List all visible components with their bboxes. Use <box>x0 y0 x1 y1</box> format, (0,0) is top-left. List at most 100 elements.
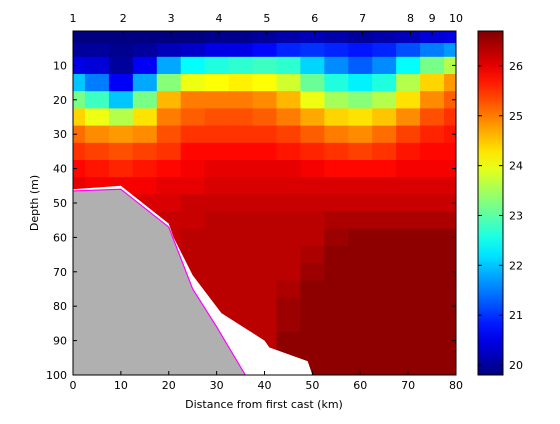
field-cell <box>396 31 421 44</box>
field-cell <box>84 108 110 127</box>
field-cell <box>132 142 158 161</box>
field-cell <box>276 246 302 264</box>
field-cell <box>420 142 445 161</box>
field-cell <box>420 194 445 213</box>
field-cell <box>396 108 421 127</box>
seafloor-fill <box>73 189 246 375</box>
field-cell <box>228 194 254 213</box>
field-cell <box>156 108 182 127</box>
x-axis: 0 10 20 30 40 50 60 70 80 <box>70 371 463 392</box>
field-cell <box>252 160 278 178</box>
field-cell <box>73 108 86 127</box>
field-cell <box>324 246 349 264</box>
field-cell <box>156 43 182 58</box>
field-cell <box>396 228 421 247</box>
field-cell <box>420 108 445 127</box>
field-cell <box>180 211 206 230</box>
field-cell <box>73 74 86 92</box>
field-cell <box>396 297 421 316</box>
field-cell <box>348 314 373 333</box>
field-cell <box>444 314 456 333</box>
field-cell <box>348 280 373 299</box>
field-cell <box>84 56 110 75</box>
field-cell <box>156 31 182 44</box>
field-cell <box>348 43 373 58</box>
field-cell <box>444 91 456 109</box>
field-cell <box>276 194 302 213</box>
field-cell <box>300 108 325 127</box>
field-cell <box>204 280 230 299</box>
field-cell <box>300 31 325 44</box>
field-cell <box>252 56 278 75</box>
field-cell <box>252 194 278 213</box>
field-cell <box>276 125 302 144</box>
y-tick-label: 30 <box>53 128 67 141</box>
field-cell <box>228 263 254 281</box>
field-cell <box>108 91 134 109</box>
field-cell <box>324 194 349 213</box>
field-cell <box>396 211 421 230</box>
field-cell <box>204 74 230 92</box>
field-cell <box>420 125 445 144</box>
field-cell <box>276 211 302 230</box>
field-cell <box>204 43 230 58</box>
field-cell <box>372 194 397 213</box>
field-cell <box>204 91 230 109</box>
field-cell <box>324 211 349 230</box>
field-cell <box>228 228 254 247</box>
field-cell <box>252 228 278 247</box>
field-cell <box>324 297 349 316</box>
field-cell <box>73 56 86 75</box>
field-cell <box>73 125 86 144</box>
top-tick-label: 10 <box>449 12 463 25</box>
field-cell <box>204 160 230 178</box>
field-cell <box>420 91 445 109</box>
field-cell <box>324 160 349 178</box>
top-tick-label: 8 <box>407 12 414 25</box>
field-cell <box>180 228 206 247</box>
field-cell <box>228 108 254 127</box>
field-cell <box>444 160 456 178</box>
field-cell <box>372 297 397 316</box>
field-cell <box>324 314 349 333</box>
field-cell <box>300 228 325 247</box>
field-cell <box>204 31 230 44</box>
field-cell <box>396 91 421 109</box>
field-cell <box>300 246 325 264</box>
no-data-polygon <box>73 185 313 375</box>
field-cell <box>372 31 397 44</box>
field-cell <box>372 74 397 92</box>
field-cell <box>108 56 134 75</box>
field-cell <box>252 177 278 195</box>
field-cell <box>180 31 206 44</box>
field-cell <box>204 108 230 127</box>
field-cell <box>252 280 278 299</box>
field-cell <box>84 91 110 109</box>
field-cell <box>420 31 445 44</box>
field-cell <box>180 160 206 178</box>
colorbar-tick-label: 20 <box>509 359 523 372</box>
field-cell <box>444 297 456 316</box>
field-cell <box>276 108 302 127</box>
field-cell <box>396 263 421 281</box>
field-cell <box>348 56 373 75</box>
field-cell <box>300 297 325 316</box>
field-cell <box>420 246 445 264</box>
field-cell <box>348 246 373 264</box>
field-cell <box>420 160 445 178</box>
field-cell <box>180 108 206 127</box>
field-cell <box>300 74 325 92</box>
field-cell <box>420 263 445 281</box>
field-cell <box>324 366 349 375</box>
field-cell <box>276 332 302 350</box>
field-cell <box>108 74 134 92</box>
field-cell <box>372 43 397 58</box>
field-cell <box>372 125 397 144</box>
field-cell <box>84 31 110 44</box>
field-cell <box>396 366 421 375</box>
field-cell <box>348 349 373 367</box>
field-cell <box>276 160 302 178</box>
field-cell <box>348 297 373 316</box>
field-cell <box>444 280 456 299</box>
